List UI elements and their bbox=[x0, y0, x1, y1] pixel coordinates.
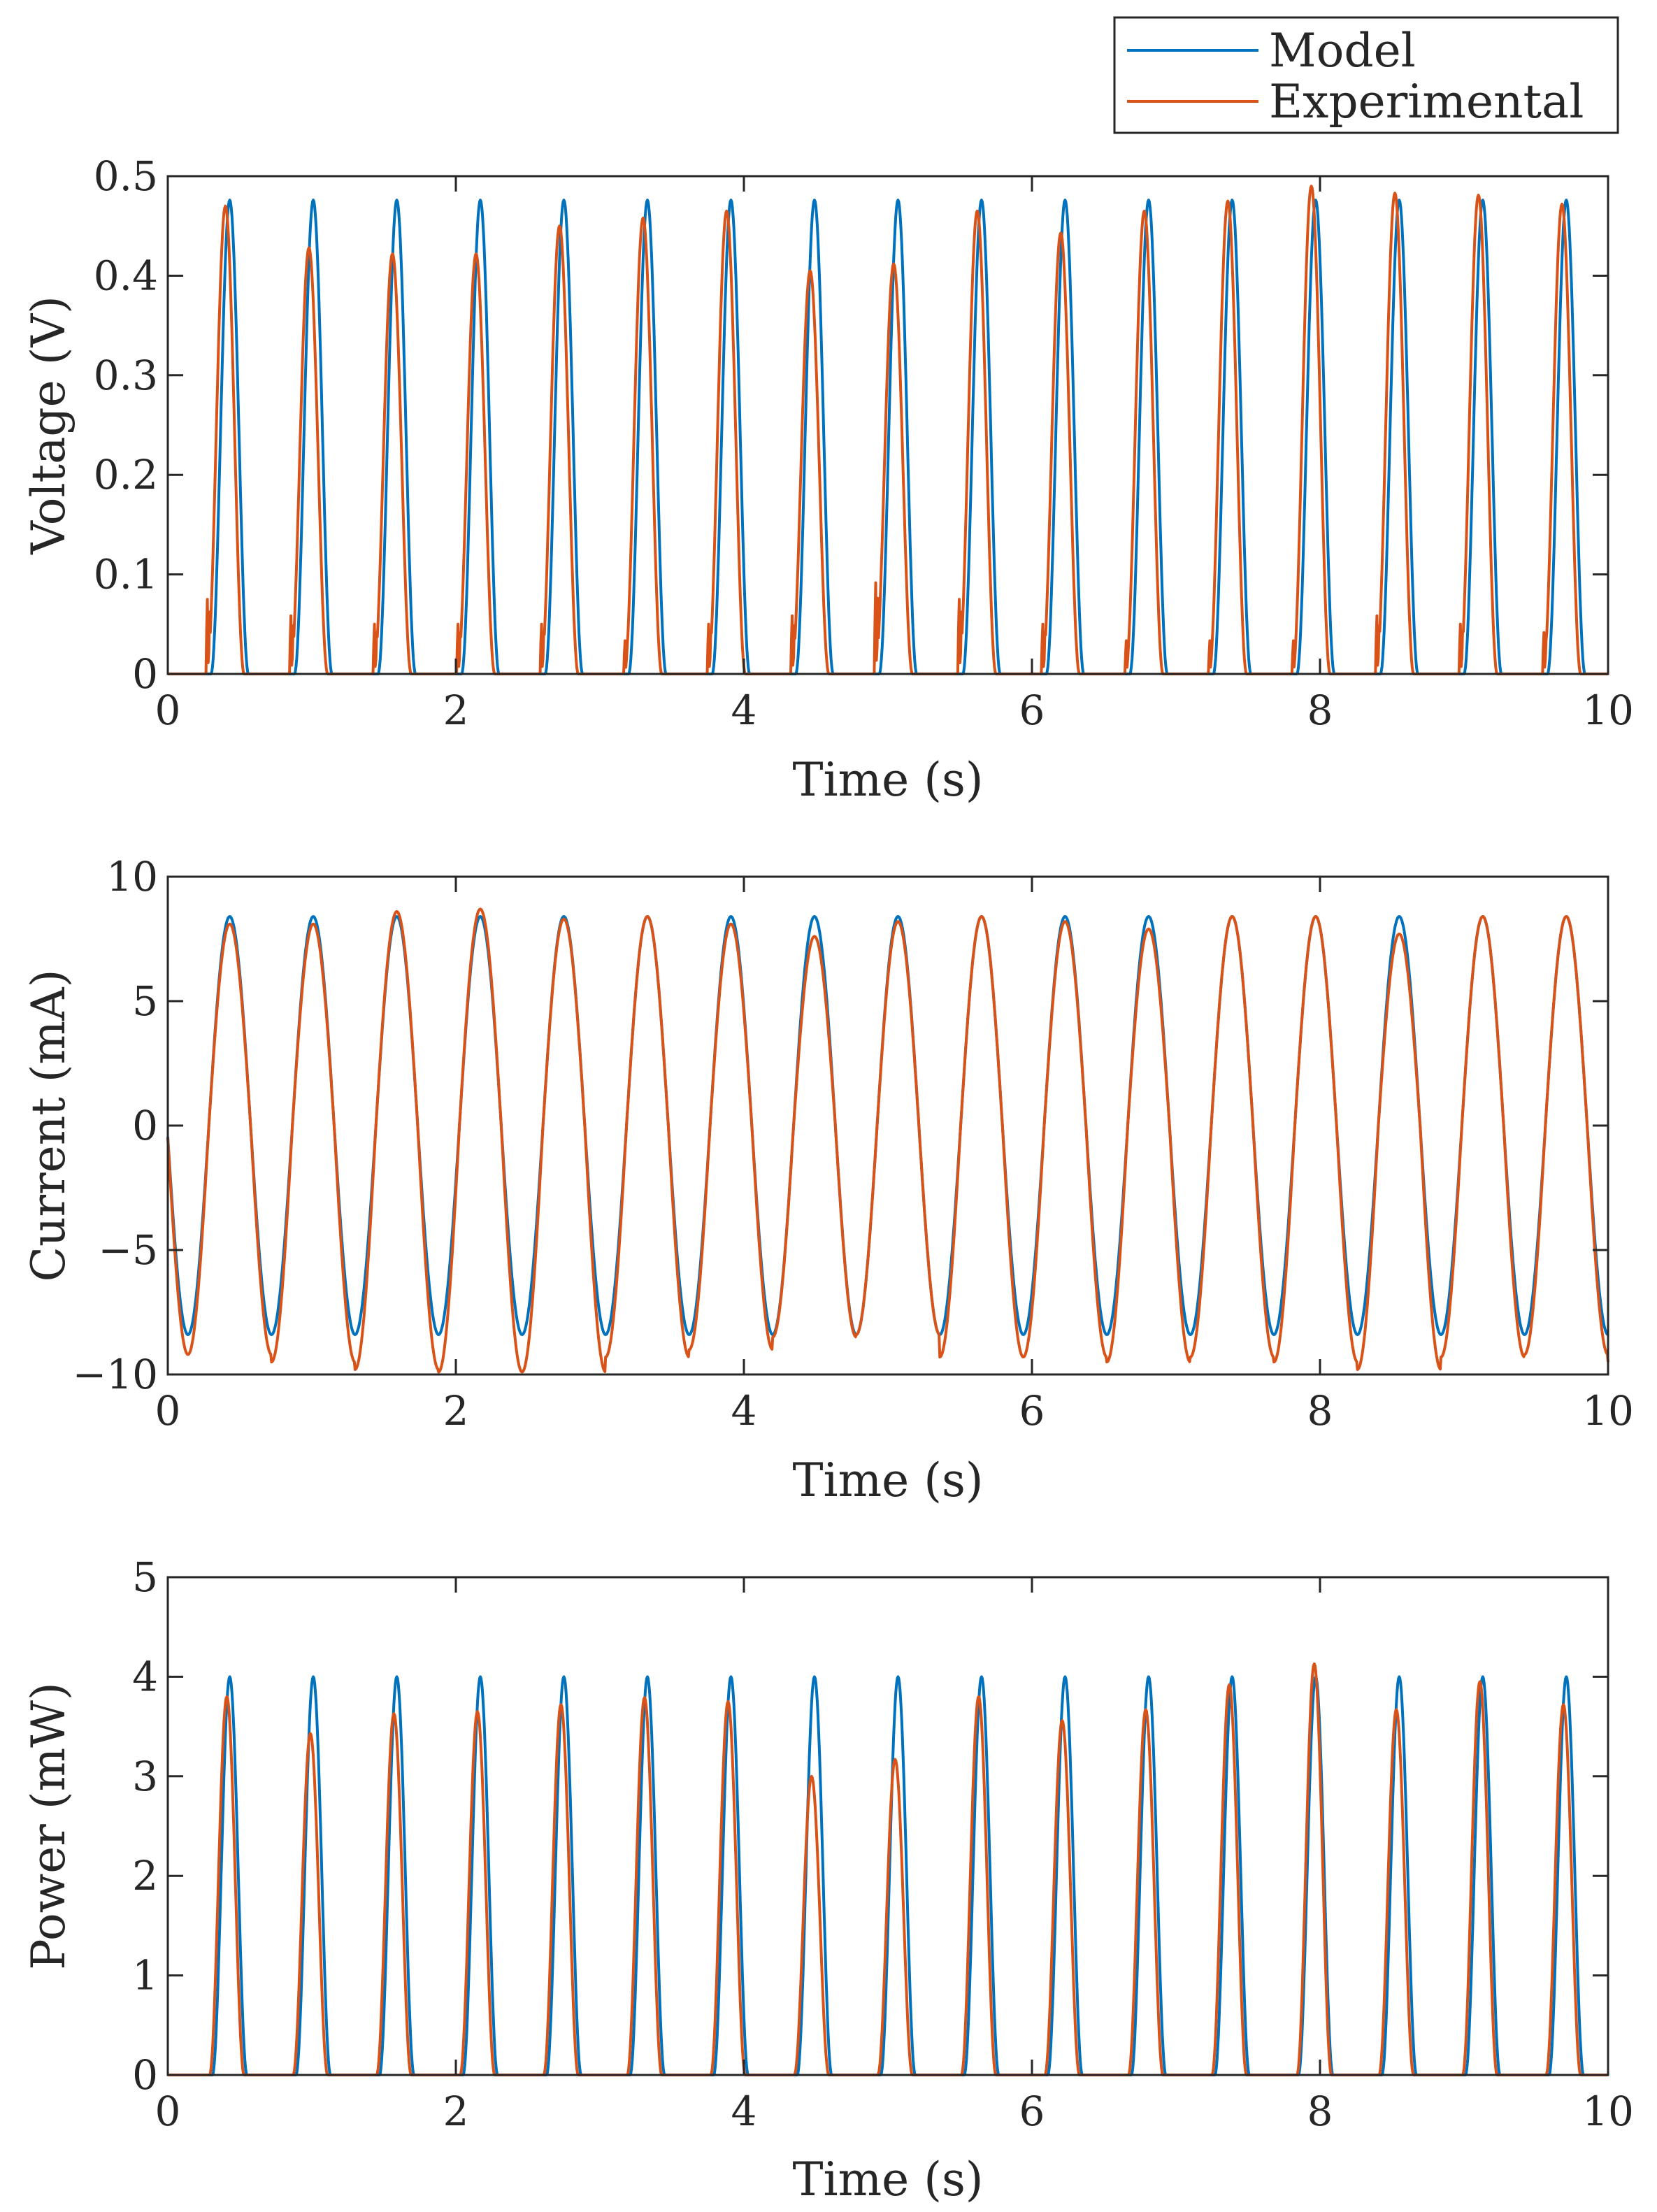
voltage-xlabel: Time (s) bbox=[792, 753, 983, 807]
power-ytick-label-2: 2 bbox=[132, 1852, 158, 1899]
voltage-xtick-label-5: 10 bbox=[1582, 687, 1634, 734]
voltage-ytick-label-3: 0.3 bbox=[94, 352, 158, 399]
power-ylabel: Power (mW) bbox=[22, 1682, 76, 1969]
current-xtick-label-4: 8 bbox=[1307, 1387, 1333, 1435]
current-xlabel: Time (s) bbox=[792, 1453, 983, 1507]
power-ytick-label-5: 5 bbox=[132, 1553, 158, 1601]
power-xtick-label-4: 8 bbox=[1307, 2088, 1333, 2135]
current-xtick-label-5: 10 bbox=[1582, 1387, 1634, 1435]
current-ylabel: Current (mA) bbox=[22, 970, 76, 1282]
power-xtick-label-1: 2 bbox=[443, 2088, 469, 2135]
voltage-ytick-label-5: 0.5 bbox=[94, 152, 158, 200]
power-axes-frame bbox=[166, 1576, 1609, 2076]
current-ytick-label-4: 10 bbox=[106, 853, 158, 900]
power-panel: 0 2 4 6 8 10 0 1 2 3 4 5 Time (s) Power (mW) bbox=[22, 1553, 1634, 2206]
voltage-xtick-label-1: 2 bbox=[443, 687, 469, 734]
power-xlabel: Time (s) bbox=[792, 2153, 983, 2206]
power-ticks: 0 2 4 6 8 10 0 1 2 3 4 5 bbox=[132, 1553, 1634, 2135]
current-ytick-label-1: −5 bbox=[99, 1226, 159, 1274]
voltage-ytick-label-1: 0.1 bbox=[94, 551, 158, 598]
voltage-xtick-label-0: 0 bbox=[155, 687, 181, 734]
power-xtick-label-0: 0 bbox=[155, 2088, 181, 2135]
voltage-ylabel: Voltage (V) bbox=[22, 296, 76, 555]
voltage-ytick-label-4: 0.4 bbox=[94, 252, 158, 299]
legend-label-model: Model bbox=[1269, 24, 1416, 78]
voltage-panel: 0 2 4 6 8 10 0 0.1 0.2 0.3 0.4 0.5 Time (s) Voltage… bbox=[22, 152, 1634, 807]
current-panel: 0 2 4 6 8 10 −10 −5 0 5 10 Time (s) Current (mA) bbox=[22, 853, 1634, 1507]
power-ytick-label-3: 3 bbox=[132, 1753, 158, 1800]
voltage-xtick-label-2: 4 bbox=[731, 687, 757, 734]
current-xtick-label-1: 2 bbox=[443, 1387, 469, 1435]
power-xtick-label-3: 6 bbox=[1019, 2088, 1045, 2135]
legend-label-experimental: Experimental bbox=[1269, 75, 1584, 129]
current-xtick-label-3: 6 bbox=[1019, 1387, 1045, 1435]
current-xtick-label-0: 0 bbox=[155, 1387, 181, 1435]
legend: Model Experimental bbox=[1113, 16, 1619, 134]
current-ytick-label-2: 0 bbox=[132, 1102, 158, 1149]
voltage-ytick-label-2: 0.2 bbox=[94, 451, 158, 498]
voltage-axes-frame bbox=[166, 175, 1609, 675]
current-series-experimental bbox=[166, 907, 1609, 1374]
voltage-xtick-label-3: 6 bbox=[1019, 687, 1045, 734]
current-axes-frame bbox=[166, 875, 1609, 1376]
power-ytick-label-4: 4 bbox=[132, 1653, 158, 1700]
current-series bbox=[166, 907, 1609, 1374]
power-ytick-label-0: 0 bbox=[132, 2051, 158, 2099]
power-ytick-label-1: 1 bbox=[132, 1952, 158, 1999]
current-ytick-label-3: 5 bbox=[132, 977, 158, 1025]
current-xtick-label-2: 4 bbox=[731, 1387, 757, 1435]
voltage-ticks: 0 2 4 6 8 10 0 0.1 0.2 0.3 0.4 0.5 bbox=[94, 152, 1634, 734]
voltage-xtick-label-4: 8 bbox=[1307, 687, 1333, 734]
legend-box bbox=[1113, 16, 1619, 134]
voltage-ytick-label-0: 0 bbox=[132, 650, 158, 698]
power-xtick-label-5: 10 bbox=[1582, 2088, 1634, 2135]
current-ytick-label-0: −10 bbox=[73, 1351, 158, 1398]
power-xtick-label-2: 4 bbox=[731, 2088, 757, 2135]
